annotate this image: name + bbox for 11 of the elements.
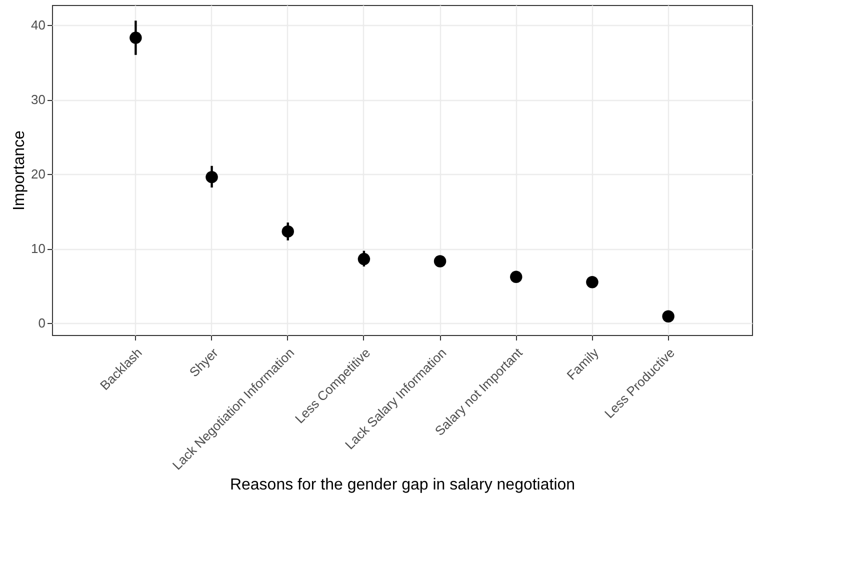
point <box>434 255 446 268</box>
point <box>586 276 598 288</box>
y-tick-label: 40 <box>31 18 46 33</box>
point <box>510 270 522 284</box>
point <box>662 310 674 322</box>
y-tick-label: 10 <box>31 241 46 256</box>
y-tick-label: 20 <box>31 166 46 182</box>
y-tick-label: 0 <box>38 316 46 331</box>
y-axis-title: Importance <box>11 130 28 211</box>
y-tick-label: 30 <box>31 92 46 108</box>
x-axis-title: Reasons for the gender gap in salary negotiation <box>230 476 576 494</box>
